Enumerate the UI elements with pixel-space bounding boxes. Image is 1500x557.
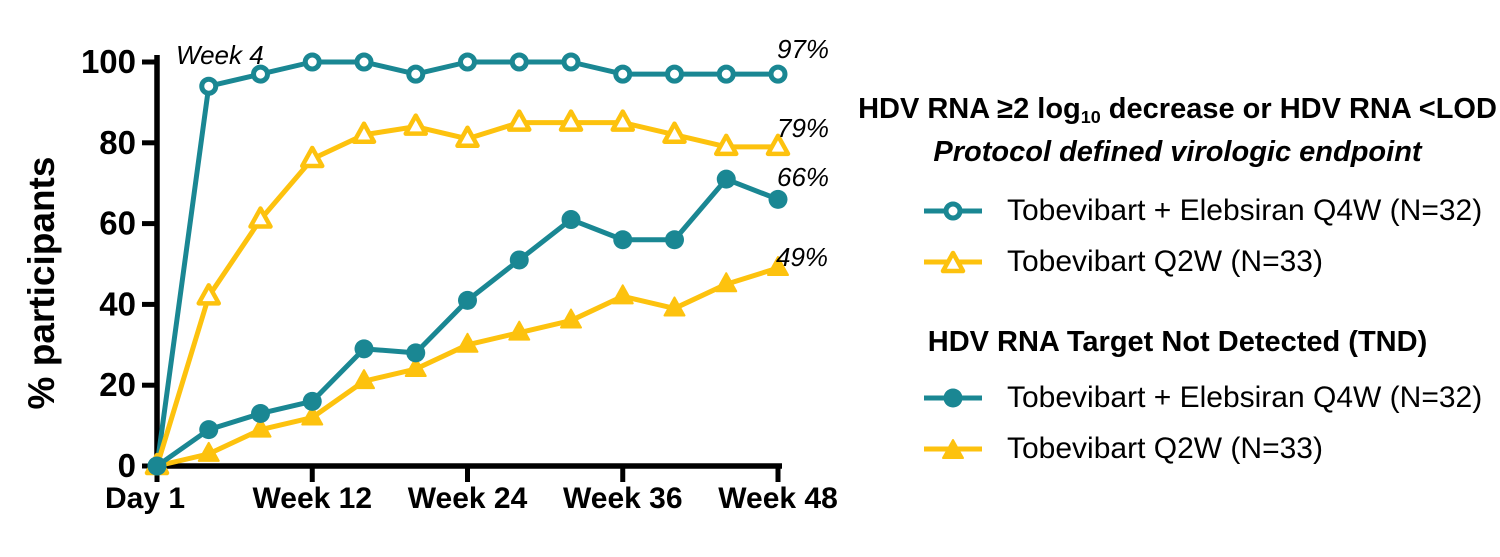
open-circle-marker-icon <box>924 201 982 221</box>
svg-text:79%: 79% <box>777 113 829 143</box>
series-tnd-q2w <box>146 256 789 474</box>
legend-item-tnd-q2w: Tobevibart Q2W (N=33) <box>921 432 1482 466</box>
legend-title-post: decrease or HDV RNA <LOD <box>1100 93 1497 125</box>
svg-text:80: 80 <box>99 124 136 161</box>
svg-text:60: 60 <box>99 205 136 242</box>
svg-text:100: 100 <box>81 43 136 80</box>
y-axis-ticks: 0 20 40 60 80 100 <box>81 43 157 484</box>
legend-item-tnd-q4w: Tobevibart + Elebsiran Q4W (N=32) <box>921 381 1482 415</box>
svg-text:Week 4: Week 4 <box>176 40 264 70</box>
series-lod-q2w <box>144 109 791 476</box>
legend-item-label: Tobevibart Q2W (N=33) <box>1007 432 1323 465</box>
axes <box>154 55 782 469</box>
svg-text:20: 20 <box>99 366 136 403</box>
legend-group1-subtitle: Protocol defined virologic endpoint <box>933 136 1422 169</box>
legend-item-label: Tobevibart + Elebsiran Q4W (N=32) <box>1007 194 1483 227</box>
legend-title-subscript: 10 <box>1080 107 1101 128</box>
legend-item-lod-q2w: Tobevibart Q2W (N=33) <box>921 245 1482 279</box>
legend-item-lod-q4w: Tobevibart + Elebsiran Q4W (N=32) <box>921 194 1482 228</box>
svg-text:40: 40 <box>99 285 136 322</box>
filled-circle-marker-icon <box>924 388 982 408</box>
legend-group1-title-line1: HDV RNA ≥2 log10 decrease or HDV RNA <LO… <box>855 92 1500 135</box>
legend-item-label: Tobevibart + Elebsiran Q4W (N=32) <box>1007 381 1483 414</box>
legend-group1-title: HDV RNA ≥2 log10 decrease or HDV RNA <LO… <box>855 92 1500 170</box>
svg-text:49%: 49% <box>776 242 828 272</box>
x-axis-ticks: Day 1 Week 12 Week 24 Week 36 Week 48 <box>105 466 838 515</box>
legend-group2-title: HDV RNA Target Not Detected (TND) <box>927 326 1428 358</box>
legend-group2-items: Tobevibart + Elebsiran Q4W (N=32) Tobevi… <box>921 381 1482 483</box>
svg-text:Day 1: Day 1 <box>105 482 185 515</box>
svg-text:Week 48: Week 48 <box>718 482 838 515</box>
chart-annotations: Week 4 97% 79% 66% 49% <box>176 34 829 272</box>
svg-text:97%: 97% <box>777 34 829 64</box>
legend-item-label: Tobevibart Q2W (N=33) <box>1007 245 1323 278</box>
svg-text:66%: 66% <box>777 162 829 192</box>
open-triangle-marker-icon <box>924 250 982 274</box>
svg-text:Week 12: Week 12 <box>252 482 372 515</box>
legend-group1-items: Tobevibart + Elebsiran Q4W (N=32) Tobevi… <box>921 194 1482 296</box>
legend-panel: HDV RNA ≥2 log10 decrease or HDV RNA <LO… <box>855 0 1500 557</box>
y-axis-title: % participants <box>21 156 62 410</box>
series-tnd-q4w <box>147 169 788 476</box>
filled-triangle-marker-icon <box>924 439 982 459</box>
svg-text:Week 36: Week 36 <box>563 482 683 515</box>
svg-text:Week 24: Week 24 <box>408 482 528 515</box>
legend-title-pre: HDV RNA ≥2 log <box>858 93 1081 125</box>
series-lod-q4w <box>147 52 788 476</box>
svg-text:0: 0 <box>118 447 136 484</box>
